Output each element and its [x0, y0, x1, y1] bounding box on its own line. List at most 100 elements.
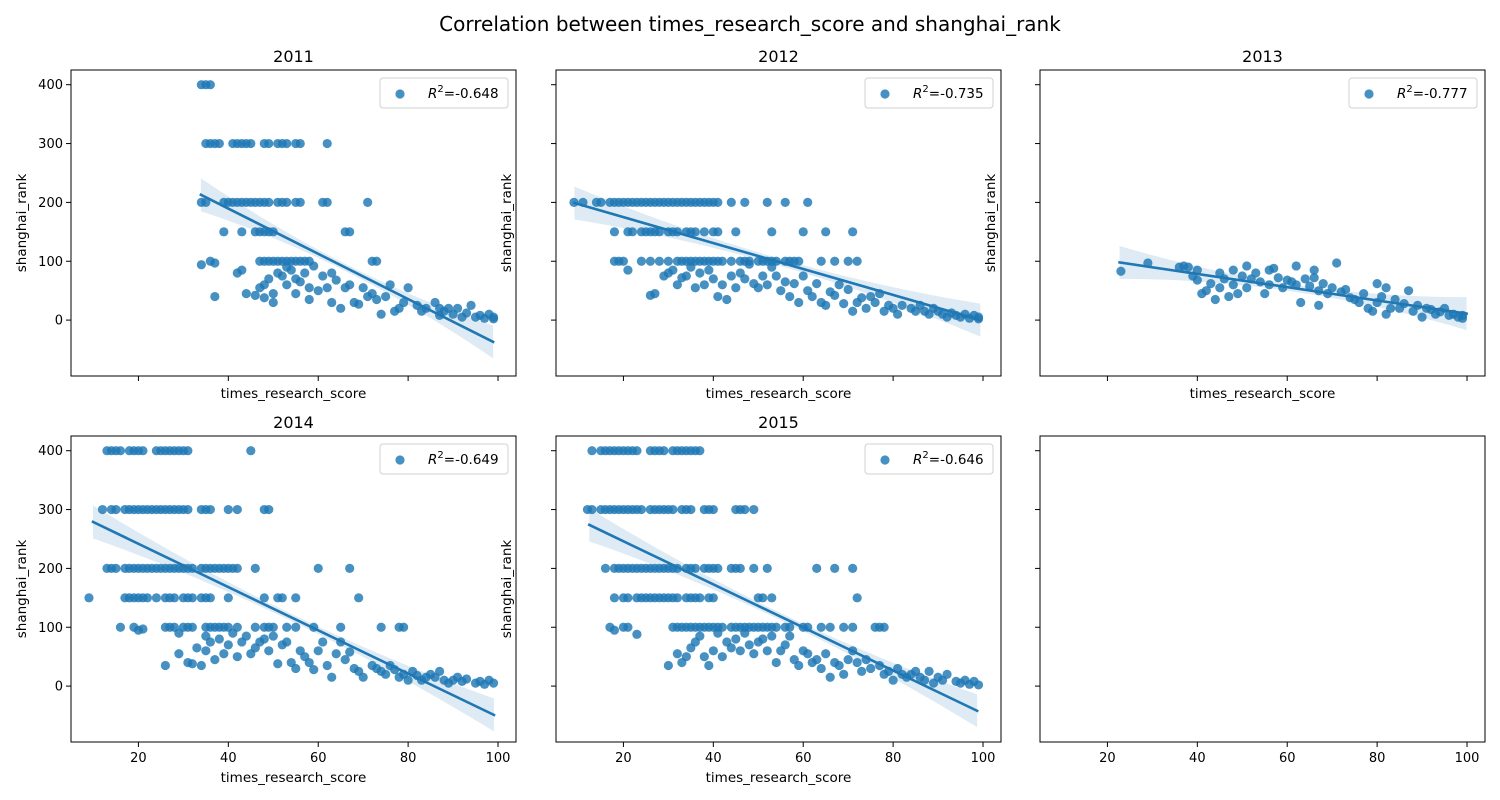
data-point — [708, 504, 718, 515]
data-point — [762, 646, 772, 656]
data-point — [668, 265, 678, 275]
data-point — [160, 660, 170, 671]
data-point — [758, 271, 768, 281]
data-point — [600, 563, 611, 574]
data-point — [726, 256, 736, 266]
data-point — [1377, 291, 1387, 302]
data-point — [731, 283, 741, 293]
x-tick-label: 60 — [795, 751, 812, 766]
data-point — [663, 660, 673, 671]
y-axis-label: shanghai_rank — [499, 174, 515, 273]
data-point — [466, 300, 476, 310]
data-point — [1309, 265, 1319, 275]
data-point — [1403, 286, 1414, 296]
data-point — [830, 256, 840, 266]
data-point — [708, 593, 718, 603]
data-point — [1183, 262, 1193, 272]
data-point — [1210, 294, 1220, 305]
data-point — [259, 593, 269, 603]
x-tick-label: 20 — [615, 751, 632, 766]
data-point — [223, 504, 233, 515]
subplot-title: 2011 — [273, 47, 314, 66]
legend-marker — [1364, 89, 1374, 99]
subplot-title: 2013 — [1242, 47, 1283, 66]
legend-box — [379, 77, 509, 109]
data-point — [852, 593, 862, 603]
data-point — [848, 563, 858, 574]
data-point — [924, 666, 934, 676]
legend-marker — [880, 89, 890, 99]
y-tick-label: 0 — [55, 680, 63, 695]
legend-label: R2=-0.648 — [428, 84, 499, 102]
data-point — [363, 197, 373, 208]
data-point — [636, 256, 647, 266]
data-point — [1206, 279, 1216, 289]
data-point — [1341, 284, 1351, 295]
data-point — [264, 274, 274, 284]
subplot-title: 2015 — [758, 413, 799, 432]
data-point — [111, 563, 121, 574]
axes-frame — [1039, 435, 1486, 743]
subplot-2012: 2012 times_research_score shanghai_rank R2=… — [499, 47, 1002, 402]
data-point — [731, 634, 741, 644]
data-point — [767, 631, 777, 641]
data-point — [695, 593, 705, 603]
legend: R2=-0.777 — [1348, 77, 1478, 109]
data-point — [345, 647, 355, 657]
data-point — [852, 657, 862, 668]
data-point — [753, 283, 763, 293]
data-point — [187, 659, 197, 669]
data-point — [1381, 283, 1391, 293]
data-point — [830, 290, 840, 300]
data-point — [192, 643, 202, 653]
data-point — [668, 504, 678, 515]
data-point — [623, 593, 633, 603]
data-point — [609, 227, 620, 237]
data-point — [318, 637, 328, 647]
data-point — [767, 262, 777, 272]
data-point — [461, 674, 472, 684]
plot-area — [569, 186, 984, 337]
data-point — [322, 283, 332, 293]
data-point — [762, 280, 772, 290]
data-point — [749, 563, 759, 574]
data-point — [268, 631, 278, 641]
legend: R2=-0.648 — [379, 77, 509, 109]
y-tick-label: 300 — [38, 137, 63, 152]
regression-line — [1118, 260, 1469, 316]
plot-area — [84, 446, 499, 732]
data-point — [699, 227, 709, 237]
data-point — [250, 563, 260, 574]
data-point — [632, 629, 642, 639]
data-point — [273, 659, 283, 669]
data-point — [632, 446, 642, 456]
data-point — [713, 628, 723, 638]
data-point — [1296, 297, 1306, 308]
data-point — [672, 593, 682, 603]
data-point — [1116, 266, 1126, 276]
data-point — [223, 640, 233, 650]
data-point — [403, 283, 413, 293]
axes-frame — [1039, 69, 1486, 377]
data-point — [834, 280, 844, 290]
data-point — [376, 622, 386, 632]
data-point — [196, 260, 206, 270]
data-point — [115, 622, 126, 632]
data-point — [142, 593, 153, 603]
data-point — [111, 504, 121, 515]
data-point — [331, 649, 341, 659]
data-point — [291, 622, 301, 632]
data-point — [237, 227, 247, 237]
data-point — [1359, 289, 1369, 299]
regression-line — [199, 193, 495, 344]
data-point — [704, 265, 714, 275]
axes-frame — [555, 69, 1002, 377]
data-point — [740, 197, 750, 208]
data-point — [1251, 268, 1261, 278]
data-point — [488, 678, 499, 688]
data-point — [183, 504, 193, 515]
data-point — [888, 675, 898, 685]
x-tick-label: 80 — [1369, 751, 1386, 766]
y-tick-label: 400 — [38, 444, 63, 459]
